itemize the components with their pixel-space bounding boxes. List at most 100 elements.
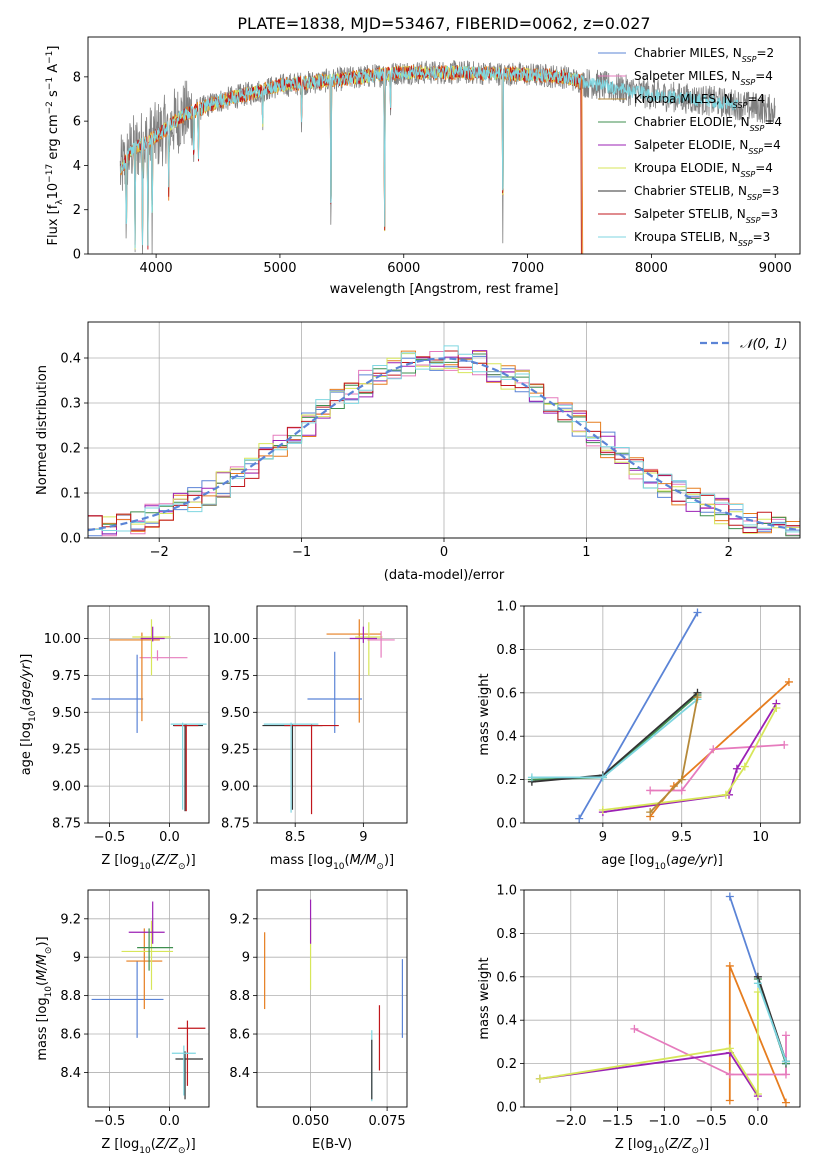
mass-age-panel: 8.5 9 8.75 9.00 9.25 9.50 9.75 10.00 mass [log10… — [213, 605, 408, 872]
x-tick-label: 6000 — [387, 261, 420, 276]
y-tick-label: 0 — [73, 248, 81, 263]
weight-series-line — [757, 982, 787, 1062]
spectrum-model-line — [119, 64, 584, 254]
weight-marker — [677, 775, 686, 784]
weight-marker — [721, 790, 730, 799]
grid-layer — [88, 890, 209, 1107]
y-tick-label: 10.00 — [213, 632, 250, 647]
weight-marker — [725, 1044, 734, 1053]
x-axis-label: mass [log10(M/M⊙)] — [270, 853, 394, 872]
spectrum-legend: Chabrier MILES, NSSP=2 Salpeter MILES, NS… — [598, 46, 782, 248]
weight-marker — [740, 762, 749, 771]
legend-entry: 𝒩(0, 1) — [740, 337, 787, 352]
x-tick-label: 0.0 — [748, 1114, 769, 1129]
y-tick-label: 9.50 — [221, 706, 250, 721]
y-tick-label: 2 — [73, 203, 81, 218]
weight-series-line — [578, 612, 699, 820]
weight-marker — [781, 1031, 790, 1040]
weight-marker — [780, 740, 789, 749]
x-tick-label: 9 — [359, 830, 367, 845]
y-tick-label: 1.0 — [496, 600, 517, 615]
weight-marker — [732, 764, 741, 773]
y-tick-label: 0.4 — [496, 1014, 517, 1029]
weight-series-line — [602, 703, 778, 813]
weight-marker — [535, 1074, 544, 1083]
weight-marker — [709, 745, 718, 754]
weight-marker — [725, 1096, 734, 1105]
y-tick-label: 8.6 — [60, 1028, 81, 1043]
weight-marker — [753, 1089, 762, 1098]
weight-marker — [598, 773, 607, 782]
y-tick-label: 0.0 — [60, 532, 81, 547]
x-tick-label: 8.5 — [285, 830, 306, 845]
weight-marker — [725, 1070, 734, 1079]
weight-marker — [598, 805, 607, 814]
y-tick-label: 8.4 — [60, 1066, 81, 1081]
y-tick-label: 9.25 — [52, 743, 81, 758]
y-tick-label: 1.0 — [496, 884, 517, 899]
y-tick-label: 9.75 — [221, 669, 250, 684]
weight-marker — [725, 892, 734, 901]
weight-series-line — [602, 707, 778, 811]
weight-marker — [646, 808, 655, 817]
x-tick-label: 0.0 — [159, 830, 180, 845]
y-tick-label: 0.8 — [496, 643, 517, 658]
x-tick-label: 0.0 — [159, 1114, 180, 1129]
weight-series-line — [539, 1051, 759, 1097]
weight-marker — [693, 608, 702, 617]
weight-marker — [527, 773, 536, 782]
x-axis-label: Z [log10(Z/Z⊙)] — [101, 853, 195, 872]
x-tick-label: 9000 — [759, 261, 792, 276]
x-tick-label: 8000 — [635, 261, 668, 276]
x-axis-label: E(B-V) — [312, 1137, 352, 1152]
x-tick-label: 5000 — [263, 261, 296, 276]
y-tick-label: 9.00 — [52, 780, 81, 795]
x-tick-label: −0.5 — [94, 830, 126, 845]
weight-marker — [772, 703, 781, 712]
spectrum-model-line — [120, 64, 739, 249]
legend-entry: Salpeter ELODIE, NSSP=4 — [634, 138, 781, 156]
grid-layer — [257, 890, 407, 1107]
x-tick-label: 0 — [440, 545, 448, 560]
x-tick-label: 2 — [725, 545, 733, 560]
y-tick-label: 0.2 — [60, 442, 81, 457]
legend-entry: Salpeter MILES, NSSP=4 — [634, 69, 773, 87]
y-tick-label: 9.75 — [52, 669, 81, 684]
x-tick-label: 1 — [582, 545, 590, 560]
y-tick-label: 8 — [73, 70, 81, 85]
y-tick-label: 0.4 — [496, 730, 517, 745]
y-tick-label: 8.8 — [229, 989, 250, 1004]
weight-marker — [677, 786, 686, 795]
y-tick-label: 0.2 — [496, 773, 517, 788]
y-tick-label: 0.8 — [496, 927, 517, 942]
ebv-mass-panel: 0.050 0.075 8.4 8.6 8.8 9 9.2 E(B-V) — [229, 889, 408, 1152]
legend-entry: Kroupa MILES, NSSP=4 — [634, 92, 765, 110]
spectrum-model-line — [119, 65, 582, 254]
x-tick-label: 0.075 — [368, 1114, 405, 1129]
y-axis-label: mass weight — [477, 673, 492, 755]
x-axis-label: wavelength [Angstrom, rest frame] — [330, 282, 559, 297]
weight-marker — [784, 677, 793, 686]
axes-frame — [256, 889, 408, 1108]
y-tick-label: 9.2 — [60, 912, 81, 927]
y-tick-label: 0.0 — [496, 1101, 517, 1116]
x-tick-label: 9 — [599, 830, 607, 845]
axes-frame — [256, 605, 408, 824]
z-mass-panel: −0.5 0.0 8.4 8.6 8.8 9 9.2 Z [log10(Z/Z⊙)] mass … — [35, 889, 210, 1156]
legend-entry: Chabrier STELIB, NSSP=3 — [634, 184, 779, 202]
x-tick-label: 4000 — [140, 261, 173, 276]
y-tick-label: 9 — [73, 951, 81, 966]
y-tick-label: 8.75 — [52, 817, 81, 832]
y-axis-label: mass [log10(M/M⊙)] — [35, 936, 54, 1060]
axis-label: Flux [fλ10−17 erg cm−2 s−1 A−1] — [45, 46, 65, 246]
y-tick-label: 8.6 — [229, 1028, 250, 1043]
x-tick-label: 0.050 — [292, 1114, 329, 1129]
x-tick-label: −0.5 — [94, 1114, 126, 1129]
axes-frame — [523, 889, 801, 1108]
y-tick-label: 0.6 — [496, 970, 517, 985]
y-tick-label: 0.0 — [496, 817, 517, 832]
weight-marker — [781, 1098, 790, 1107]
z-weight-panel: −2.0 −1.5 −1.0 −0.5 0.0 0.0 0.2 0.4 0.6 0.8 1.0 Z [… — [477, 884, 801, 1156]
y-tick-label: 9.25 — [221, 743, 250, 758]
y-tick-label: 8.75 — [221, 817, 250, 832]
